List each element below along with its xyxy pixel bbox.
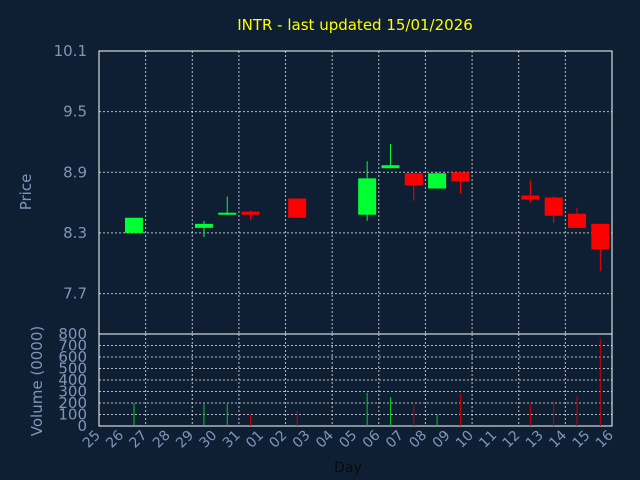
candle-body-09 bbox=[451, 172, 470, 182]
price-tick-labels: 10.1 9.5 8.9 8.3 7.7 bbox=[54, 42, 87, 303]
candle-body-29 bbox=[194, 223, 213, 228]
volume-tick-label: 400 bbox=[58, 371, 87, 389]
volume-tick-label: 600 bbox=[58, 348, 87, 366]
price-axis-label: Price bbox=[17, 174, 35, 211]
candle-body-08 bbox=[428, 173, 447, 189]
x-tick-label: 26 bbox=[103, 427, 127, 451]
candle-body-26 bbox=[124, 217, 143, 233]
candle-body-07 bbox=[404, 173, 423, 186]
volume-bars bbox=[133, 338, 601, 426]
x-tick-labels: 25 26 27 28 29 30 31 01 02 03 04 05 06 07 08 09 10 11 12 13… bbox=[80, 427, 617, 451]
volume-grid bbox=[99, 334, 612, 426]
volume-tick-label: 0 bbox=[77, 417, 87, 435]
x-tick-label: 09 bbox=[430, 428, 454, 452]
volume-tick-label: 800 bbox=[58, 325, 87, 343]
volume-axis-label: Volume (0000) bbox=[28, 326, 46, 436]
candle-body-14 bbox=[568, 213, 587, 228]
candle-body-05 bbox=[358, 178, 377, 215]
price-tick-label: 8.9 bbox=[63, 163, 87, 181]
price-panel-frame bbox=[98, 50, 613, 335]
x-tick-label: 05 bbox=[336, 428, 360, 452]
x-tick-label: 15 bbox=[570, 428, 594, 452]
volume-tick-label: 100 bbox=[58, 406, 87, 424]
candles bbox=[124, 143, 610, 272]
volume-tick-label: 300 bbox=[58, 383, 87, 401]
price-tick-label: 10.1 bbox=[54, 42, 87, 60]
candle-body-15 bbox=[591, 223, 610, 250]
x-axis-label: Day bbox=[334, 460, 362, 476]
x-tick-label: 07 bbox=[383, 428, 407, 452]
candle-body-12 bbox=[521, 195, 540, 200]
candle-body-02 bbox=[288, 198, 307, 218]
x-tick-label: 03 bbox=[290, 428, 314, 452]
x-tick-label: 14 bbox=[546, 427, 570, 451]
x-tick-label: 31 bbox=[220, 428, 244, 452]
x-tick-label: 08 bbox=[406, 428, 430, 452]
x-tick-label: 13 bbox=[523, 428, 547, 452]
x-tick-label: 11 bbox=[476, 428, 500, 452]
x-tick-label: 27 bbox=[127, 428, 151, 452]
candle-body-06 bbox=[381, 165, 400, 169]
candle-body-30 bbox=[218, 212, 237, 215]
x-tick-label: 01 bbox=[243, 428, 267, 452]
price-grid bbox=[99, 51, 612, 334]
x-tick-label: 02 bbox=[266, 428, 290, 452]
price-tick-label: 9.5 bbox=[63, 103, 87, 121]
x-tick-label: 28 bbox=[150, 428, 174, 452]
price-tick-label: 7.7 bbox=[63, 285, 87, 303]
x-tick-label: 30 bbox=[196, 428, 220, 452]
x-tick-label: 04 bbox=[313, 427, 337, 451]
x-tick-label: 10 bbox=[453, 428, 477, 452]
candle-body-13 bbox=[544, 197, 563, 216]
x-tick-label: 16 bbox=[593, 427, 617, 451]
x-tick-label: 29 bbox=[173, 428, 197, 452]
chart-title: INTR - last updated 15/01/2026 bbox=[237, 16, 473, 34]
x-tick-label: 12 bbox=[500, 428, 524, 452]
volume-tick-label: 200 bbox=[58, 394, 87, 412]
candle-body-31 bbox=[241, 211, 260, 215]
price-tick-label: 8.3 bbox=[63, 224, 87, 242]
x-tick-label: 06 bbox=[360, 427, 384, 451]
volume-tick-label: 500 bbox=[58, 360, 87, 378]
volume-tick-label: 700 bbox=[58, 337, 87, 355]
